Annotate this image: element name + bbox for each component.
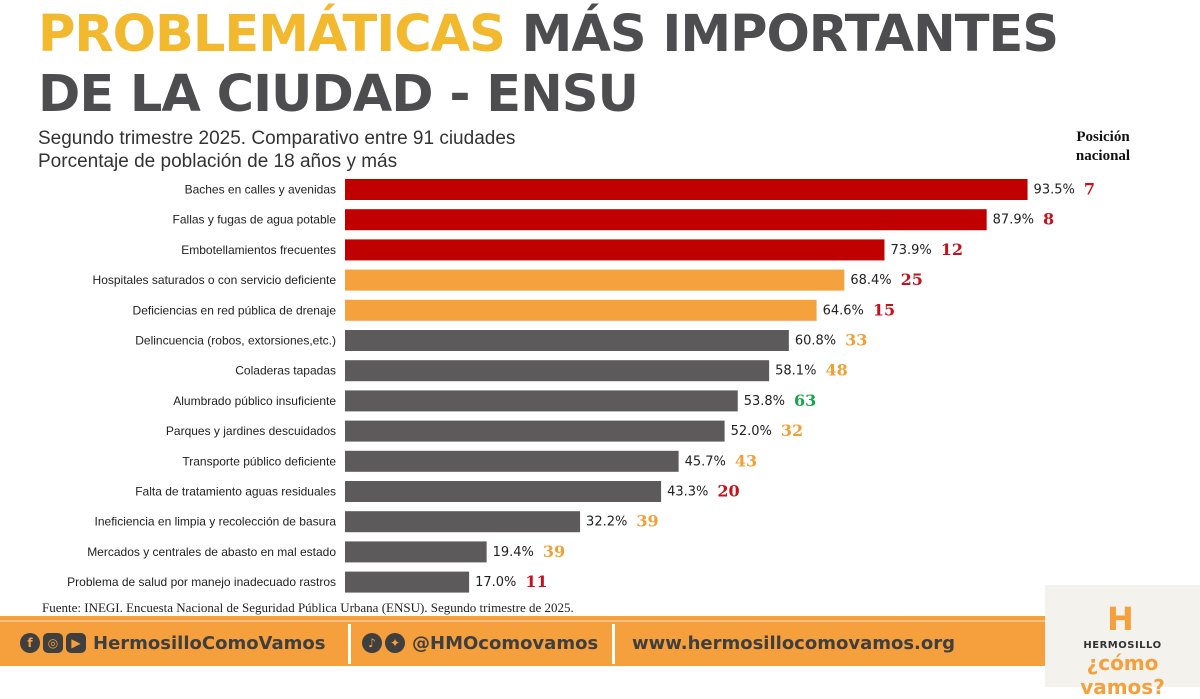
position-header-line-1: Posición — [1076, 129, 1130, 145]
value-label: 64.6% — [823, 303, 864, 318]
logo-city: HERMOSILLO — [1083, 640, 1162, 651]
position-label: 15 — [873, 300, 895, 319]
category-label: Alumbrado público insuficiente — [173, 394, 336, 408]
bar — [345, 360, 770, 382]
logo-tagline: ¿cómo vamos? — [1080, 651, 1165, 699]
bar — [345, 239, 885, 261]
twitter-icon[interactable]: ✦ — [385, 633, 405, 653]
facebook-icon[interactable]: f — [20, 633, 40, 653]
position-label: 39 — [543, 542, 565, 561]
tiktok-icon[interactable]: ♪ — [362, 633, 382, 653]
value-label: 73.9% — [890, 243, 931, 258]
page-title-line-1: PROBLEMÁTICAS MÁS IMPORTANTES — [38, 4, 1059, 66]
value-label: 45.7% — [685, 454, 726, 469]
position-label: 33 — [845, 331, 867, 350]
facebook-handle[interactable]: HermosilloComoVamos — [93, 632, 326, 654]
category-label: Mercados y centrales de abasto en mal es… — [87, 545, 336, 559]
bar — [345, 179, 1028, 200]
category-label: Problema de salud por manejo inadecuado … — [67, 575, 336, 589]
subtitle-line-1: Segundo trimestre 2025. Comparativo entr… — [38, 128, 516, 149]
value-label: 60.8% — [795, 334, 836, 349]
value-label: 17.0% — [475, 575, 516, 590]
bar — [345, 450, 679, 472]
position-header-line-2: nacional — [1075, 148, 1131, 164]
category-label: Hospitales saturados o con servicio defi… — [93, 273, 337, 287]
value-label: 68.4% — [850, 273, 891, 288]
category-label: Ineficiencia en limpia y recolección de … — [95, 515, 337, 529]
title-line-1-rest: MÁS IMPORTANTES — [521, 5, 1059, 64]
social-facebook[interactable]: f ◎ ▶ HermosilloComoVamos — [20, 629, 326, 657]
bar — [345, 299, 817, 321]
bar — [345, 269, 845, 291]
title-highlight: PROBLEMÁTICAS — [38, 5, 506, 64]
value-label: 58.1% — [775, 364, 816, 379]
bar — [345, 330, 789, 351]
category-label: Delincuencia (robos, extorsiones,etc.) — [135, 334, 336, 348]
position-label: 12 — [941, 240, 963, 259]
bar — [345, 390, 738, 412]
footer-separator — [348, 624, 351, 664]
value-label: 43.3% — [667, 485, 708, 500]
value-label: 53.8% — [744, 394, 785, 409]
page-title-line-2: DE LA CIUDAD - ENSU — [38, 65, 639, 124]
category-label: Baches en calles y avenidas — [185, 183, 336, 197]
hermosillo-como-vamos-logo: H HERMOSILLO ¿cómo vamos? — [1045, 585, 1200, 699]
position-label: 11 — [525, 572, 547, 591]
social-twitter[interactable]: ♪ ✦ @HMOcomovamos — [362, 629, 598, 657]
subtitle-line-2: Porcentaje de población de 18 años y más — [38, 151, 398, 172]
instagram-icon[interactable]: ◎ — [43, 633, 63, 653]
position-label: 32 — [781, 421, 803, 440]
position-label: 48 — [825, 361, 847, 380]
value-label: 87.9% — [993, 213, 1034, 228]
category-label: Fallas y fugas de agua potable — [173, 213, 337, 227]
footer-divider — [0, 620, 1045, 622]
value-label: 52.0% — [731, 424, 772, 439]
category-label: Parques y jardines descuidados — [166, 424, 336, 438]
category-label: Deficiencias en red pública de drenaje — [133, 303, 337, 317]
position-label: 20 — [717, 482, 739, 501]
logo-mark: H — [1107, 600, 1134, 638]
bar — [345, 481, 662, 502]
website-link[interactable]: www.hermosillocomovamos.org — [632, 632, 956, 654]
category-label: Falta de tratamiento aguas residuales — [135, 485, 336, 499]
position-label: 39 — [636, 512, 658, 531]
footer-bar — [0, 616, 1045, 666]
category-label: Transporte público deficiente — [182, 454, 336, 468]
twitter-handle[interactable]: @HMOcomovamos — [412, 632, 599, 654]
position-label: 43 — [735, 451, 757, 470]
position-label: 8 — [1043, 210, 1054, 229]
category-label: Coladeras tapadas — [235, 364, 336, 378]
youtube-icon[interactable]: ▶ — [66, 633, 86, 653]
position-label: 7 — [1084, 180, 1095, 199]
bar-chart: Baches en calles y avenidas 93.5% 7 Fallas … — [67, 179, 1095, 593]
bar — [345, 209, 987, 231]
bar — [345, 511, 581, 533]
position-label: 63 — [794, 391, 816, 410]
position-label: 25 — [901, 270, 923, 289]
bar — [345, 541, 487, 563]
footer-separator — [612, 624, 615, 664]
bar — [345, 420, 725, 442]
category-label: Embotellamientos frecuentes — [181, 243, 336, 257]
value-label: 32.2% — [586, 515, 627, 530]
position-header: Posición nacional — [1048, 128, 1158, 166]
source-note: Fuente: INEGI. Encuesta Nacional de Segu… — [42, 600, 574, 615]
value-label: 19.4% — [493, 545, 534, 560]
bar — [345, 571, 470, 593]
value-label: 93.5% — [1034, 183, 1075, 198]
